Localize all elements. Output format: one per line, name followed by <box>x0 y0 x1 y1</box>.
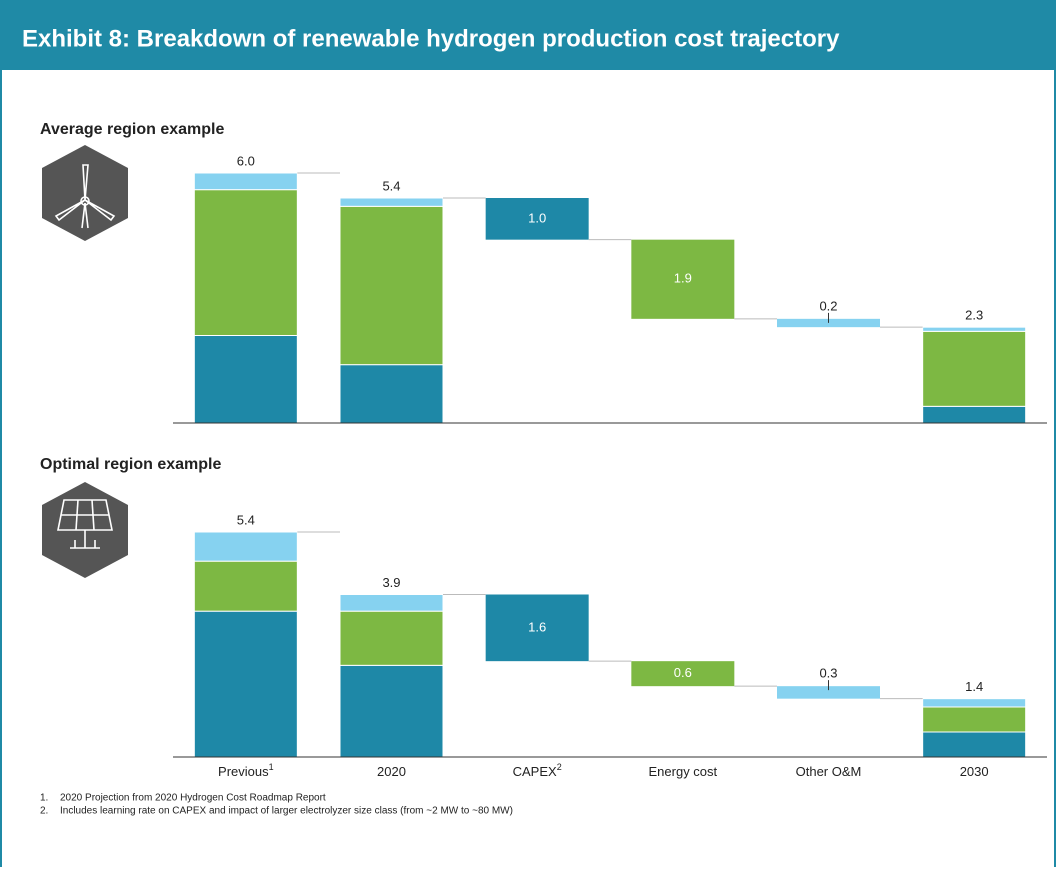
x-tick-label: Energy cost <box>649 764 718 779</box>
bar <box>631 239 735 319</box>
category-name: 2030 <box>960 764 989 779</box>
bar-segment <box>339 197 444 207</box>
bar <box>631 661 735 687</box>
bar-segment <box>193 172 298 191</box>
x-tick-label: CAPEX2 <box>513 762 562 779</box>
category-name: Previous <box>218 764 269 779</box>
category-note: 2 <box>557 762 562 772</box>
value-label: 1.4 <box>965 679 983 694</box>
category-name: CAPEX <box>513 764 557 779</box>
bar <box>777 686 880 699</box>
bar-segment <box>193 335 298 424</box>
footnote-marker: 1. <box>40 793 48 804</box>
bar-segment <box>193 610 298 758</box>
wind-icon <box>42 145 128 241</box>
bar-segment <box>193 560 298 612</box>
x-tick-label: Previous1 <box>218 762 274 779</box>
value-label: 3.9 <box>382 575 400 590</box>
footnote: 2020 Projection from 2020 Hydrogen Cost … <box>60 793 326 804</box>
value-label: 1.9 <box>674 271 692 286</box>
value-label: 1.0 <box>528 210 546 225</box>
value-label: 0.6 <box>674 665 692 680</box>
bar-segment <box>193 189 298 336</box>
category-name: Energy cost <box>649 764 718 779</box>
panel-title: Average region example <box>40 121 224 138</box>
value-label: 5.4 <box>382 178 400 193</box>
category-note: 1 <box>269 762 274 772</box>
bar <box>485 594 589 662</box>
value-label: 0.3 <box>819 666 837 681</box>
panel-title: Optimal region example <box>40 456 221 473</box>
x-tick-label: Other O&M <box>796 764 862 779</box>
value-label: 2.3 <box>965 308 983 323</box>
bar-segment <box>922 330 1027 407</box>
footnote: Includes learning rate on CAPEX and impa… <box>60 806 513 817</box>
bar-segment <box>922 405 1027 424</box>
bar-segment <box>339 664 444 758</box>
category-name: Other O&M <box>796 764 862 779</box>
solar-icon <box>42 482 128 578</box>
x-tick-label: 2020 <box>377 764 406 779</box>
value-label: 5.4 <box>237 512 255 527</box>
bar <box>485 198 589 240</box>
bar <box>777 318 880 328</box>
value-label: 6.0 <box>237 153 255 168</box>
bar-segment <box>922 698 1027 708</box>
bar-segment <box>339 594 444 612</box>
header-band <box>0 0 1056 70</box>
bar-segment <box>339 610 444 666</box>
bar-segment <box>193 531 298 562</box>
footnote-marker: 2. <box>40 806 48 817</box>
x-tick-label: 2030 <box>960 764 989 779</box>
category-name: 2020 <box>377 764 406 779</box>
bar-segment <box>339 364 444 424</box>
bar-segment <box>922 706 1027 733</box>
bar-segment <box>922 326 1027 332</box>
value-label: 1.6 <box>528 619 546 634</box>
value-label: 0.2 <box>819 298 837 313</box>
bar-segment <box>922 731 1027 758</box>
bar-segment <box>339 205 444 366</box>
exhibit-title: Exhibit 8: Breakdown of renewable hydrog… <box>22 25 840 52</box>
